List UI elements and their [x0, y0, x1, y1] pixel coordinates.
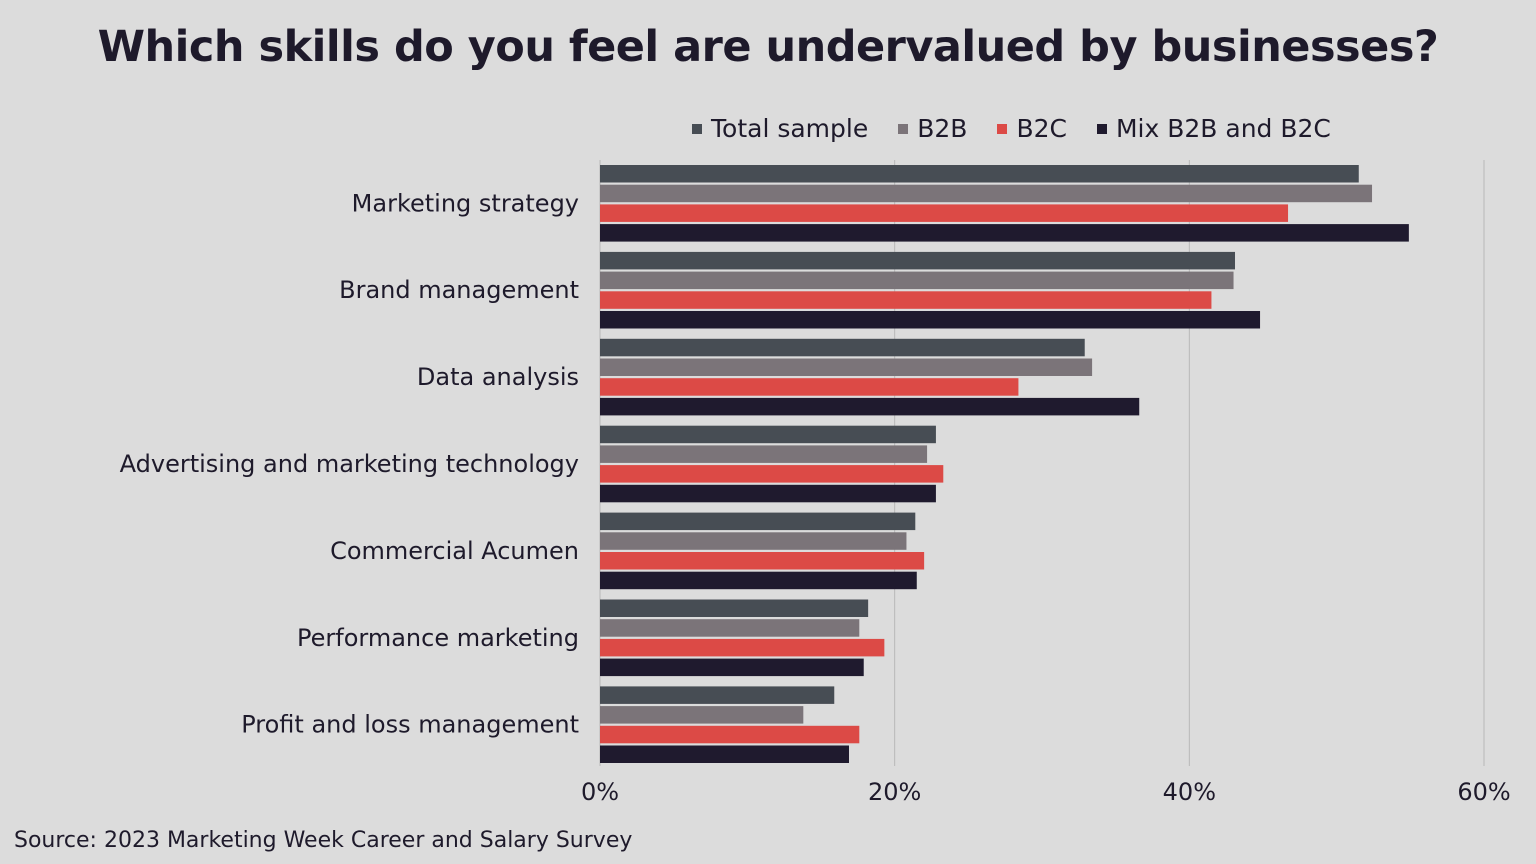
category-label: Commercial Acumen [330, 537, 579, 565]
bar [600, 271, 1234, 290]
bar [600, 552, 925, 570]
legend-item-b2b: B2B [898, 114, 967, 143]
legend-swatch [1096, 123, 1107, 134]
bar [600, 706, 804, 724]
bar [600, 378, 1019, 396]
bar [600, 165, 1359, 183]
bar [600, 638, 885, 657]
legend-label: Total sample [711, 114, 869, 143]
category-label: Advertising and marketing technology [120, 450, 579, 478]
category-label: Performance marketing [297, 624, 579, 652]
bar [600, 599, 869, 617]
legend-label: Mix B2B and B2C [1115, 114, 1331, 143]
bar [600, 311, 1261, 329]
legend: Total sample B2B B2C Mix B2B and B2C [692, 114, 1331, 143]
bar [600, 445, 928, 463]
legend-swatch [997, 123, 1008, 134]
x-tick-label: 40% [1163, 778, 1216, 806]
legend-label: B2C [1016, 114, 1067, 143]
bar [600, 512, 916, 531]
bar [600, 658, 864, 677]
bar [600, 725, 860, 744]
category-label: Profit and loss management [241, 711, 579, 739]
bar [600, 532, 907, 550]
x-tick-label: 60% [1457, 778, 1510, 806]
legend-item-mix: Mix B2B and B2C [1096, 114, 1331, 143]
bar [600, 358, 1093, 376]
bar [600, 571, 917, 590]
bar [600, 204, 1289, 222]
x-tick-label: 0% [581, 778, 619, 806]
bar [600, 338, 1085, 357]
legend-item-total-sample: Total sample [692, 114, 868, 143]
legend-label: B2B [917, 114, 968, 143]
chart-title: Which skills do you feel are undervalued… [97, 22, 1439, 72]
bar [600, 619, 860, 637]
category-label: Brand management [339, 276, 579, 304]
x-tick-label: 20% [868, 778, 921, 806]
bar [600, 465, 944, 483]
source-note: Source: 2023 Marketing Week Career and S… [14, 828, 633, 853]
category-label: Data analysis [417, 363, 579, 391]
category-label: Marketing strategy [352, 189, 579, 217]
bar [600, 397, 1140, 416]
bar [600, 184, 1373, 203]
legend-item-b2c: B2C [997, 114, 1067, 143]
bar [600, 251, 1236, 270]
bar [600, 484, 936, 503]
bar [600, 686, 835, 704]
legend-swatch [898, 123, 909, 134]
bar [600, 425, 936, 444]
bar [600, 291, 1212, 309]
bar [600, 224, 1409, 242]
legend-swatch [692, 123, 702, 134]
bar [600, 745, 849, 763]
